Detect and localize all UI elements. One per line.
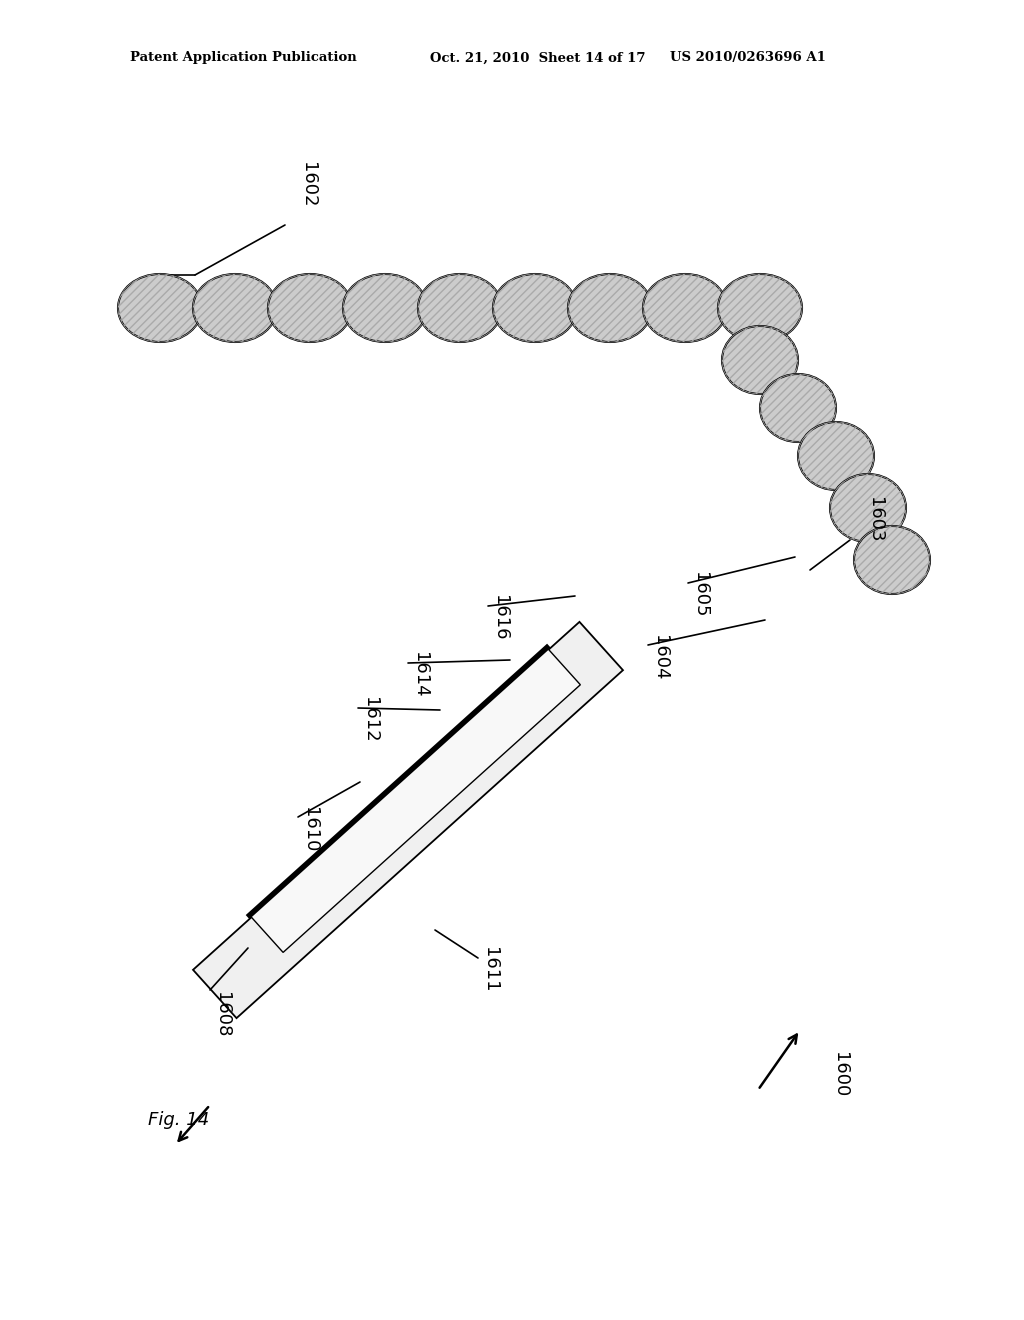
Ellipse shape [854, 525, 930, 594]
Ellipse shape [643, 275, 727, 342]
Polygon shape [194, 622, 623, 1018]
Ellipse shape [418, 275, 502, 342]
Text: 1603: 1603 [866, 498, 884, 543]
Ellipse shape [568, 275, 652, 342]
Ellipse shape [798, 422, 874, 490]
Text: 1602: 1602 [299, 162, 317, 207]
Text: 1600: 1600 [831, 1052, 849, 1098]
Text: 1611: 1611 [481, 948, 499, 993]
Ellipse shape [493, 275, 577, 342]
Polygon shape [250, 648, 581, 953]
Text: 1616: 1616 [490, 595, 509, 640]
Ellipse shape [830, 474, 906, 543]
Text: Oct. 21, 2010  Sheet 14 of 17: Oct. 21, 2010 Sheet 14 of 17 [430, 51, 645, 65]
Text: US 2010/0263696 A1: US 2010/0263696 A1 [670, 51, 826, 65]
Ellipse shape [193, 275, 278, 342]
Ellipse shape [760, 374, 836, 442]
Ellipse shape [268, 275, 352, 342]
Text: 1610: 1610 [301, 808, 319, 853]
Text: 1614: 1614 [411, 652, 429, 698]
Text: Patent Application Publication: Patent Application Publication [130, 51, 356, 65]
Ellipse shape [722, 326, 798, 393]
Ellipse shape [118, 275, 202, 342]
Text: 1605: 1605 [691, 573, 709, 618]
Ellipse shape [718, 275, 802, 342]
Text: 1604: 1604 [651, 635, 669, 681]
Text: 1608: 1608 [213, 993, 231, 1038]
Text: Fig. 14: Fig. 14 [148, 1111, 209, 1129]
Ellipse shape [343, 275, 427, 342]
Text: 1612: 1612 [361, 697, 379, 743]
